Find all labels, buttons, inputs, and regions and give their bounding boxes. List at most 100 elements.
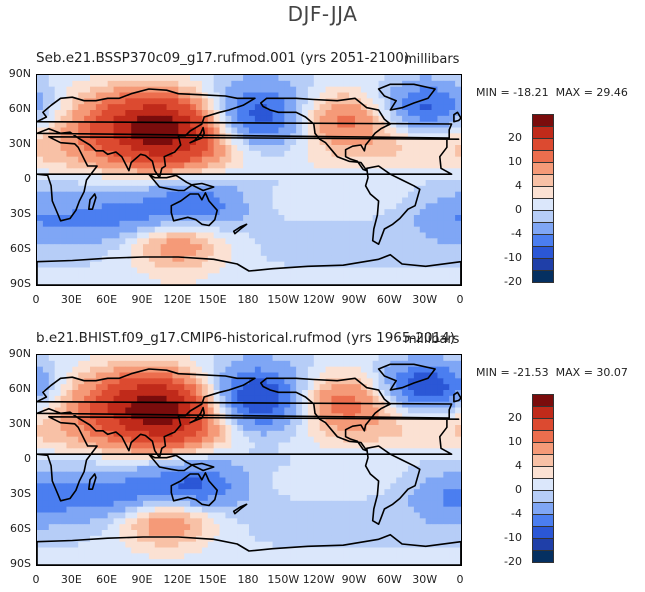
field-cell bbox=[143, 267, 150, 274]
field-cell bbox=[384, 395, 391, 403]
field-cell bbox=[449, 355, 456, 362]
field-cell bbox=[413, 360, 421, 368]
field-cell bbox=[107, 454, 114, 461]
field-cell bbox=[60, 180, 67, 187]
field-cell bbox=[101, 495, 109, 502]
field-cell bbox=[307, 425, 315, 432]
field-cell bbox=[313, 139, 321, 146]
field-cell bbox=[95, 80, 103, 88]
field-cell bbox=[78, 127, 85, 134]
field-cell bbox=[107, 238, 114, 245]
field-cell bbox=[254, 226, 262, 233]
field-cell bbox=[172, 273, 179, 280]
field-cell bbox=[366, 465, 374, 473]
field-cell bbox=[349, 121, 356, 128]
field-cell bbox=[95, 244, 103, 251]
field-cell bbox=[443, 355, 450, 362]
field-cell bbox=[325, 145, 332, 152]
field-cell bbox=[137, 174, 144, 181]
field-cell bbox=[90, 500, 97, 508]
field-cell bbox=[366, 419, 374, 426]
field-cell bbox=[160, 535, 167, 543]
field-cell bbox=[419, 133, 427, 140]
field-cell bbox=[231, 121, 238, 128]
field-cell bbox=[131, 378, 138, 385]
field-cell bbox=[42, 145, 50, 152]
field-cell bbox=[319, 238, 326, 245]
field-cell bbox=[219, 448, 226, 455]
field-cell bbox=[143, 110, 150, 117]
field-cell bbox=[396, 261, 403, 268]
field-cell bbox=[443, 156, 450, 163]
field-cell bbox=[408, 174, 415, 181]
field-cell bbox=[37, 244, 44, 251]
field-cell bbox=[443, 174, 450, 181]
field-cell bbox=[378, 197, 385, 204]
field-cell bbox=[72, 238, 79, 245]
field-cell bbox=[84, 191, 91, 198]
field-cell bbox=[413, 174, 421, 181]
field-cell bbox=[154, 110, 162, 117]
field-cell bbox=[213, 261, 220, 268]
field-cell bbox=[319, 92, 326, 99]
field-cell bbox=[254, 372, 262, 379]
field-cell bbox=[296, 500, 303, 508]
field-cell bbox=[131, 145, 138, 152]
field-cell bbox=[166, 360, 173, 368]
field-cell bbox=[172, 75, 179, 82]
field-cell bbox=[143, 395, 150, 403]
field-cell bbox=[231, 419, 238, 426]
field-cell bbox=[154, 121, 162, 128]
field-cell bbox=[366, 156, 374, 163]
field-cell bbox=[366, 477, 374, 484]
field-cell bbox=[84, 395, 91, 403]
field-cell bbox=[313, 425, 321, 432]
field-cell bbox=[172, 168, 179, 175]
field-cell bbox=[243, 191, 250, 198]
field-cell bbox=[84, 471, 91, 478]
field-cell bbox=[266, 215, 273, 222]
field-cell bbox=[66, 110, 73, 117]
field-cell bbox=[207, 267, 215, 274]
field-cell bbox=[390, 430, 397, 438]
field-cell bbox=[425, 267, 432, 274]
field-cell bbox=[384, 110, 391, 117]
field-cell bbox=[254, 244, 262, 251]
field-cell bbox=[213, 413, 220, 420]
field-cell bbox=[384, 209, 391, 216]
field-cell bbox=[378, 115, 385, 123]
coastline-madagascar bbox=[87, 193, 97, 210]
field-cell bbox=[101, 436, 109, 443]
field-cell bbox=[396, 535, 403, 543]
field-cell bbox=[225, 448, 232, 455]
field-cell bbox=[390, 86, 397, 93]
field-cell bbox=[213, 419, 220, 426]
field-cell bbox=[231, 384, 238, 391]
field-cell bbox=[143, 80, 150, 88]
field-cell bbox=[360, 215, 368, 222]
field-cell bbox=[360, 489, 368, 496]
field-cell bbox=[455, 372, 461, 379]
field-cell bbox=[325, 156, 332, 163]
field-cell bbox=[137, 255, 144, 263]
field-cell bbox=[313, 162, 321, 169]
field-cell bbox=[266, 460, 273, 467]
field-cell bbox=[131, 121, 138, 128]
field-cell bbox=[437, 86, 444, 93]
field-cell bbox=[225, 465, 232, 473]
field-cell bbox=[219, 215, 226, 222]
field-cell bbox=[284, 203, 291, 210]
field-cell bbox=[249, 255, 256, 263]
field-cell bbox=[372, 244, 379, 251]
field-cell bbox=[278, 92, 285, 99]
field-cell bbox=[90, 80, 97, 88]
field-cell bbox=[125, 506, 132, 513]
field-cell bbox=[449, 92, 456, 99]
field-cell bbox=[160, 500, 167, 508]
field-cell bbox=[207, 401, 215, 408]
field-cell bbox=[107, 168, 114, 175]
field-cell bbox=[78, 436, 85, 443]
field-cell bbox=[101, 483, 109, 490]
field-cell bbox=[343, 518, 350, 525]
field-cell bbox=[384, 360, 391, 368]
